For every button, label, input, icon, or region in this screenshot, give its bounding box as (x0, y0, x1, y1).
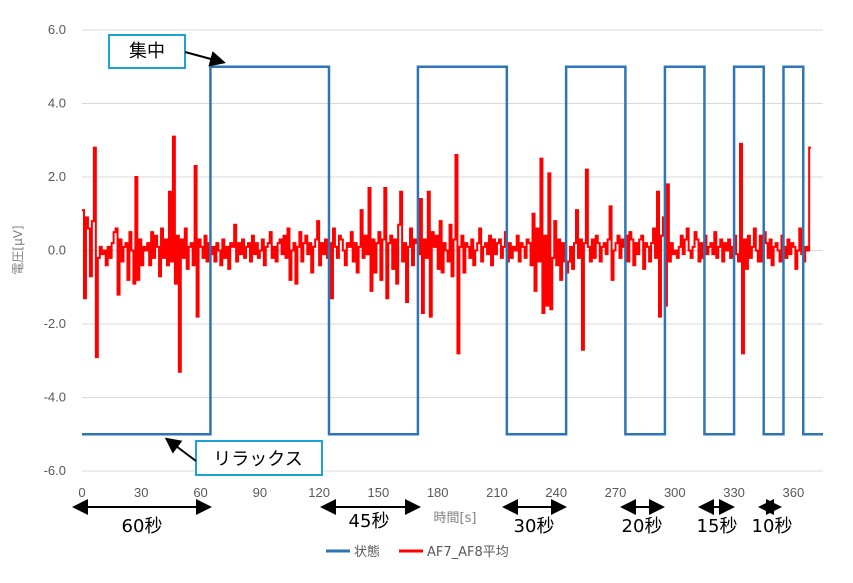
duration-label-3: 30秒 (514, 516, 555, 537)
callout-focus-label: 集中 (129, 41, 165, 62)
x-tick-label: 0 (78, 485, 85, 500)
x-tick-label: 300 (664, 485, 686, 500)
duration-label-4: 20秒 (622, 516, 663, 537)
x-tick-label: 210 (486, 485, 508, 500)
series-line-af7-af8 (82, 135, 812, 373)
duration-label-2: 45秒 (349, 511, 390, 532)
y-axis-ticks: 6.0 4.0 2.0 0.0 -2.0 -4.0 -6.0 (44, 22, 66, 478)
callout-focus: 集中 (108, 34, 226, 69)
legend-label-af: AF7_AF8平均 (427, 545, 509, 560)
x-tick-label: 60 (193, 485, 207, 500)
series-line-state (82, 65, 823, 436)
y-tick-label: -2.0 (44, 316, 66, 331)
x-tick-label: 240 (545, 485, 567, 500)
duration-label-6: 10秒 (752, 516, 793, 537)
callout-relax-label: リラックス (213, 449, 302, 470)
x-tick-label: 360 (783, 485, 805, 500)
y-axis-label: 電圧[μV] (11, 225, 25, 274)
duration-markers: 60秒 45秒 30秒 20秒 15秒 10秒 (72, 499, 793, 537)
legend-label-state: 状態 (354, 544, 380, 560)
legend: 状態 AF7_AF8平均 (326, 544, 509, 560)
y-tick-label: 4.0 (48, 96, 66, 111)
y-tick-label: 6.0 (48, 22, 66, 37)
x-tick-label: 270 (605, 485, 627, 500)
x-tick-label: 330 (723, 485, 745, 500)
x-tick-label: 120 (308, 485, 330, 500)
x-tick-label: 30 (134, 485, 148, 500)
x-tick-label: 90 (253, 485, 267, 500)
x-axis-ticks: 0 30 60 90 120 150 180 210 240 270 300 330 360 (78, 485, 804, 500)
x-tick-label: 180 (427, 485, 449, 500)
y-tick-label: -6.0 (44, 463, 66, 478)
y-tick-label: -4.0 (44, 390, 66, 405)
duration-label-5: 15秒 (697, 516, 738, 537)
series-layer (82, 65, 823, 436)
x-axis-label: 時間[s] (434, 511, 477, 526)
duration-label-1: 60秒 (122, 516, 163, 537)
callout-relax: リラックス (164, 437, 323, 476)
y-tick-label: 2.0 (48, 169, 66, 184)
x-tick-label: 150 (368, 485, 390, 500)
y-tick-label: 0.0 (48, 243, 66, 258)
